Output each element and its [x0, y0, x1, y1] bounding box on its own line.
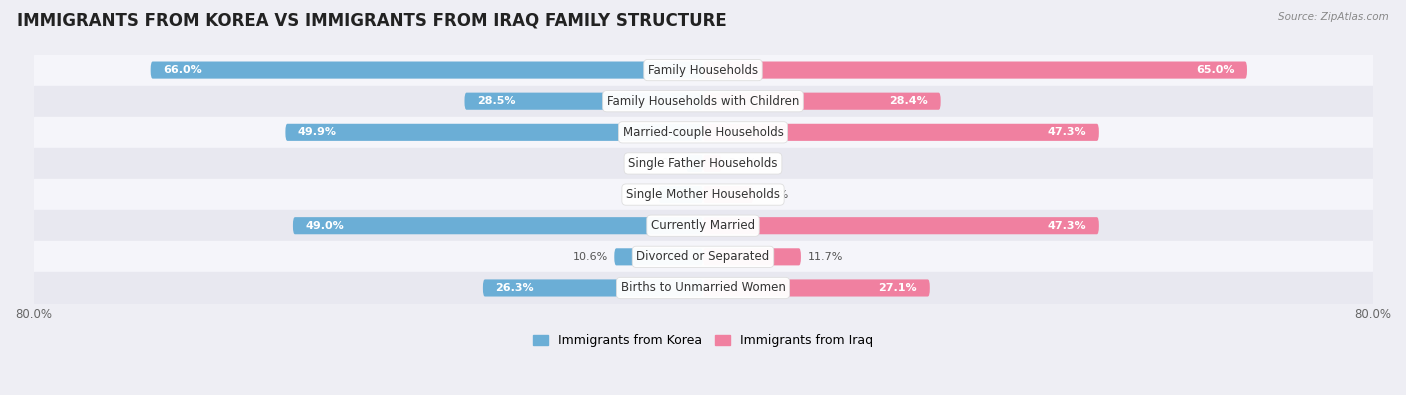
FancyBboxPatch shape	[703, 186, 754, 203]
Text: Single Father Households: Single Father Households	[628, 157, 778, 170]
Bar	[34, 117, 1372, 148]
Bar	[34, 55, 1372, 86]
Text: 27.1%: 27.1%	[879, 283, 917, 293]
FancyBboxPatch shape	[150, 62, 703, 79]
Text: 28.5%: 28.5%	[477, 96, 516, 106]
Text: 49.0%: 49.0%	[305, 221, 344, 231]
Text: 5.3%: 5.3%	[624, 190, 652, 199]
FancyBboxPatch shape	[703, 62, 1247, 79]
Bar	[34, 241, 1372, 273]
FancyBboxPatch shape	[686, 155, 703, 172]
Text: 28.4%: 28.4%	[890, 96, 928, 106]
FancyBboxPatch shape	[703, 155, 721, 172]
Text: 66.0%: 66.0%	[163, 65, 202, 75]
FancyBboxPatch shape	[703, 279, 929, 297]
Text: 6.0%: 6.0%	[759, 190, 789, 199]
FancyBboxPatch shape	[658, 186, 703, 203]
FancyBboxPatch shape	[703, 248, 801, 265]
Text: IMMIGRANTS FROM KOREA VS IMMIGRANTS FROM IRAQ FAMILY STRUCTURE: IMMIGRANTS FROM KOREA VS IMMIGRANTS FROM…	[17, 12, 727, 30]
FancyBboxPatch shape	[292, 217, 703, 234]
Bar	[34, 210, 1372, 241]
Text: Married-couple Households: Married-couple Households	[623, 126, 783, 139]
Bar	[34, 273, 1372, 303]
Text: 2.2%: 2.2%	[728, 158, 756, 168]
Text: Family Households: Family Households	[648, 64, 758, 77]
Text: 10.6%: 10.6%	[572, 252, 607, 262]
FancyBboxPatch shape	[703, 217, 1099, 234]
Text: 65.0%: 65.0%	[1197, 65, 1234, 75]
Text: 11.7%: 11.7%	[807, 252, 844, 262]
Text: 47.3%: 47.3%	[1047, 127, 1087, 137]
Text: Source: ZipAtlas.com: Source: ZipAtlas.com	[1278, 12, 1389, 22]
Text: 47.3%: 47.3%	[1047, 221, 1087, 231]
FancyBboxPatch shape	[614, 248, 703, 265]
Text: Births to Unmarried Women: Births to Unmarried Women	[620, 282, 786, 294]
Text: Family Households with Children: Family Households with Children	[607, 95, 799, 108]
FancyBboxPatch shape	[703, 124, 1099, 141]
FancyBboxPatch shape	[482, 279, 703, 297]
Text: 26.3%: 26.3%	[495, 283, 534, 293]
FancyBboxPatch shape	[464, 93, 703, 110]
Bar	[34, 179, 1372, 210]
Text: Currently Married: Currently Married	[651, 219, 755, 232]
FancyBboxPatch shape	[285, 124, 703, 141]
Text: Divorced or Separated: Divorced or Separated	[637, 250, 769, 263]
Bar	[34, 148, 1372, 179]
FancyBboxPatch shape	[703, 93, 941, 110]
Legend: Immigrants from Korea, Immigrants from Iraq: Immigrants from Korea, Immigrants from I…	[529, 329, 877, 352]
Text: 49.9%: 49.9%	[298, 127, 337, 137]
Text: 2.0%: 2.0%	[651, 158, 679, 168]
Text: Single Mother Households: Single Mother Households	[626, 188, 780, 201]
Bar	[34, 86, 1372, 117]
